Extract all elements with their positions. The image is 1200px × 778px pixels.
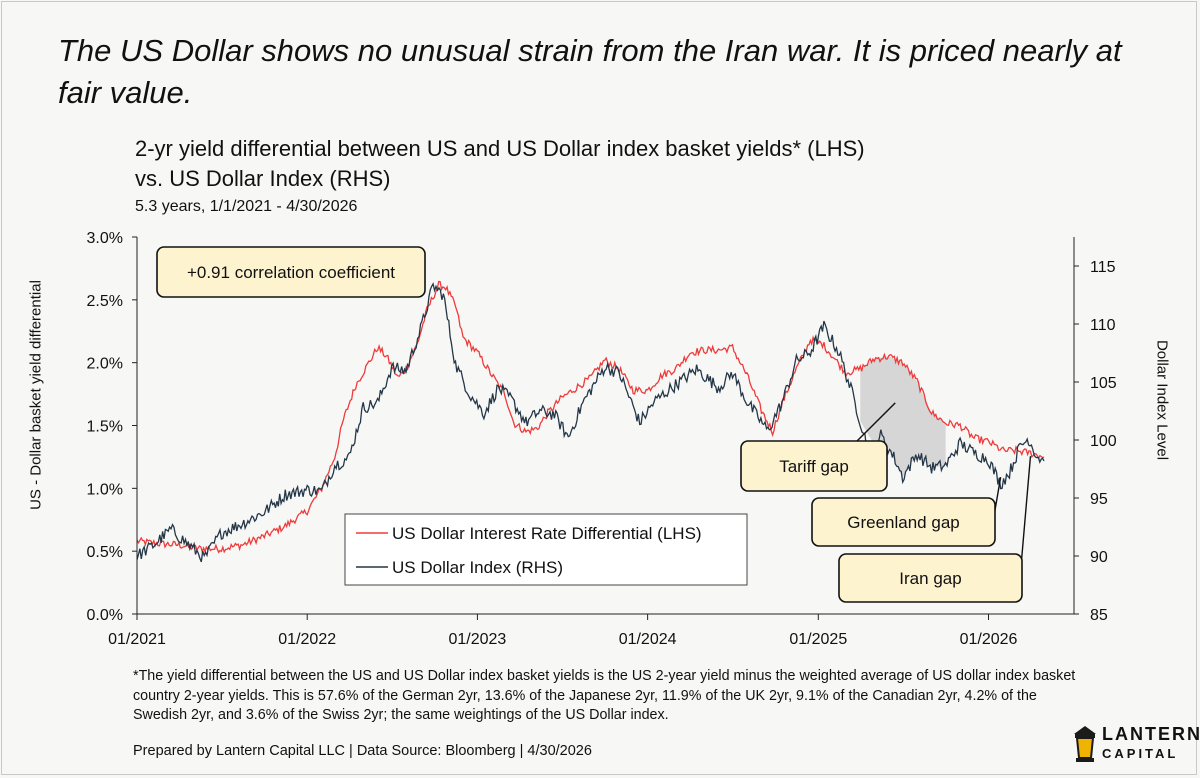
chart-title-line1: 2-yr yield differential between US and U… — [135, 136, 865, 161]
logo-sub: CAPITAL — [1102, 746, 1179, 761]
x-tick-label: 01/2024 — [619, 631, 677, 648]
y-right-tick-label: 85 — [1090, 607, 1108, 624]
series-lines — [136, 280, 1045, 563]
lantern-icon — [1074, 726, 1096, 762]
greenland-gap-box — [811, 497, 996, 547]
chart-title: 2-yr yield differential between US and U… — [135, 134, 865, 194]
y-right-tick-label: 105 — [1090, 375, 1117, 392]
tariff-gap-box — [740, 440, 888, 492]
y-left-tick-label: 1.5% — [87, 419, 123, 436]
y-left-tick-label: 3.0% — [87, 230, 123, 247]
legend-label-differential: US Dollar Interest Rate Differential (LH… — [392, 524, 702, 543]
lantern-capital-logo: LANTERN CAPITAL — [1070, 722, 1200, 768]
y-right-tick-label: 110 — [1090, 317, 1116, 334]
y-left-tick-label: 0.5% — [87, 544, 123, 561]
chart-subtitle: 5.3 years, 1/1/2021 - 4/30/2026 — [135, 198, 358, 215]
y-left-tick-label: 1.0% — [87, 481, 123, 498]
y-left-tick-label: 2.5% — [87, 293, 123, 310]
axes: 0.0% 0.5% 1.0% 1.5% 2.0% 2.5% 3.0% 85 90 95 100 105… — [87, 230, 1117, 648]
annotations: +0.91 correlation coefficient Tariff gap G… — [156, 246, 1032, 603]
x-tick-label: 01/2026 — [960, 631, 1018, 648]
legend: US Dollar Interest Rate Differential (LH… — [344, 513, 748, 586]
greenland-gap-label: Greenland gap — [847, 513, 959, 532]
iran-gap-box — [838, 553, 1023, 603]
iran-gap-label: Iran gap — [899, 569, 961, 588]
y-left-tick-label: 0.0% — [87, 607, 123, 624]
tariff-gap-label: Tariff gap — [779, 457, 849, 476]
credit-line: Prepared by Lantern Capital LLC | Data S… — [133, 743, 592, 759]
chart-title-line2: vs. US Dollar Index (RHS) — [135, 166, 391, 191]
x-tick-label: 01/2025 — [789, 631, 847, 648]
correlation-label: +0.91 correlation coefficient — [187, 263, 395, 282]
tariff-gap-pointer — [856, 402, 896, 442]
x-tick-label: 01/2022 — [278, 631, 336, 648]
series-line-differential — [136, 280, 1045, 554]
legend-box — [344, 513, 748, 586]
logo-name: LANTERN — [1102, 724, 1200, 744]
shaded-gap-area — [860, 356, 946, 478]
footnote: *The yield differential between the US a… — [133, 668, 1076, 723]
x-tick-label: 01/2021 — [108, 631, 166, 648]
y-right-tick-label: 100 — [1090, 433, 1117, 450]
correlation-box — [156, 246, 426, 298]
tariff-gap-shade — [860, 356, 946, 478]
x-tick-label: 01/2023 — [448, 631, 506, 648]
legend-label-dollar-index: US Dollar Index (RHS) — [392, 558, 563, 577]
y-right-tick-label: 95 — [1090, 491, 1108, 508]
headline: The US Dollar shows no unusual strain fr… — [58, 33, 1122, 110]
y-right-tick-label: 115 — [1090, 259, 1116, 276]
series-line-dollar-index — [136, 282, 1045, 563]
y-right-tick-label: 90 — [1090, 549, 1108, 566]
y-left-tick-label: 2.0% — [87, 356, 123, 373]
